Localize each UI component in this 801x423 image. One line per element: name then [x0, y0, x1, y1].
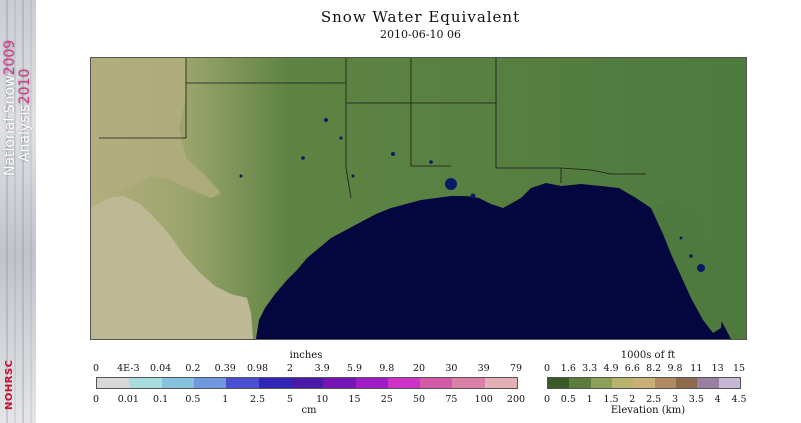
- state-borders: [99, 58, 646, 199]
- elev-tick-label: 9.8: [667, 363, 683, 374]
- swe-swatch: [355, 378, 388, 388]
- elev-tick-label: 3.5: [688, 394, 704, 405]
- swe-bottom-unit: cm: [301, 405, 317, 416]
- elev-tick-label: 1.6: [560, 363, 576, 374]
- mexico-area: [91, 196, 253, 339]
- swe-swatch: [161, 378, 194, 388]
- swe-tick-label: 79: [509, 363, 523, 374]
- swe-tick-label: 2: [286, 363, 293, 374]
- swe-tick-label: 10: [316, 394, 329, 405]
- swe-tick-label: 15: [348, 394, 361, 405]
- elev-swatch: [654, 378, 676, 388]
- elev-tick-label: 4.5: [731, 394, 747, 405]
- swe-tick-label: 0.2: [185, 363, 201, 374]
- snow-map: [90, 57, 747, 340]
- elev-tick-label: 3.3: [582, 363, 598, 374]
- map-canvas: [91, 58, 746, 339]
- swe-tick-label: 9.8: [379, 363, 395, 374]
- swe-swatch: [484, 378, 518, 388]
- elev-tick-label: 2.5: [646, 394, 662, 405]
- swe-tick-label: 200: [506, 394, 526, 405]
- elev-tick-label: 1.5: [603, 394, 619, 405]
- swe-swatch: [226, 378, 259, 388]
- swe-top-unit: inches: [289, 350, 323, 361]
- swe-tick-label: 4E-3: [117, 363, 140, 374]
- elev-swatch: [697, 378, 719, 388]
- elev-swatch: [633, 378, 655, 388]
- elev-tick-label: 0: [543, 394, 551, 405]
- swe-tick-label: 0.39: [214, 363, 236, 374]
- elev-swatch: [590, 378, 612, 388]
- swe-tick-label: 50: [413, 394, 426, 405]
- elev-tick-label: 4.9: [603, 363, 619, 374]
- swe-tick-label: 1: [222, 394, 229, 405]
- swe-tick-label: 0.1: [153, 394, 169, 405]
- swe-tick-label: 3.9: [314, 363, 330, 374]
- elev-bottom-unit: Elevation (km): [610, 405, 686, 416]
- swe-tick-label: 0.5: [185, 394, 201, 405]
- elev-tick-label: 0: [543, 363, 551, 374]
- swe-tick-label: 0: [92, 363, 100, 374]
- swe-top-ticks: 0 4E-3 0.04 0.2 0.39 0.98 2 3.9 5.9 9.8 20 30 39 79: [92, 363, 522, 375]
- swe-tick-label: 25: [380, 394, 393, 405]
- swe-swatch: [258, 378, 291, 388]
- map-title: Snow Water Equivalent: [320, 8, 521, 26]
- elev-bottom-ticks: 0 0.5 1 1.5 2 2.5 3 3.5 4 4.5: [543, 394, 747, 406]
- swe-swatch: [420, 378, 453, 388]
- elev-swatch: [611, 378, 634, 388]
- swe-swatch: [129, 378, 162, 388]
- elev-tick-label: 0.5: [560, 394, 576, 405]
- high-plains: [91, 58, 221, 198]
- swe-tick-label: 100: [474, 394, 493, 405]
- swe-tick-label: 5: [286, 394, 293, 405]
- elevation-color-bar: [547, 377, 741, 389]
- elev-tick-label: 15: [732, 363, 746, 374]
- inland-water: [239, 118, 705, 272]
- elev-tick-label: 8.2: [646, 363, 662, 374]
- nohrsc-banner: National Snow2009 Analysis2010 NOHRSC: [0, 0, 36, 423]
- swe-bottom-ticks: 0 0.01 0.1 0.5 1 2.5 5 10 15 25 50 75 100 200: [92, 394, 525, 406]
- elev-top-ticks: 0 1.6 3.3 4.9 6.6 8.2 9.8 11 13 15: [543, 363, 745, 375]
- elev-tick-label: 2: [629, 394, 636, 405]
- swe-tick-label: 0.98: [246, 363, 269, 374]
- swe-tick-label: 39: [477, 363, 490, 374]
- swe-swatch: [323, 378, 356, 388]
- elev-tick-label: 4: [714, 394, 721, 405]
- swe-swatch: [387, 378, 421, 388]
- swe-tick-label: 75: [445, 394, 458, 405]
- elev-top-unit: 1000s of ft: [620, 350, 676, 361]
- swe-tick-label: 2.5: [249, 394, 266, 405]
- banner-title: National Snow2009 Analysis2010: [2, 39, 33, 176]
- elev-swatch: [569, 378, 591, 388]
- elev-tick-label: 11: [690, 363, 703, 374]
- land-area: [91, 58, 746, 339]
- swe-swatch: [290, 378, 324, 388]
- swe-swatch: [97, 378, 130, 388]
- elev-tick-label: 3: [671, 394, 679, 405]
- swe-tick-label: 20: [413, 363, 426, 374]
- swe-tick-label: 0.01: [117, 394, 139, 405]
- swe-color-bar: [96, 377, 518, 389]
- swe-swatch: [452, 378, 485, 388]
- elev-tick-label: 13: [711, 363, 724, 374]
- swe-tick-label: 0: [92, 394, 100, 405]
- elev-swatch: [675, 378, 698, 388]
- elev-tick-label: 1: [586, 394, 593, 405]
- elev-swatch: [718, 378, 740, 388]
- florida: [651, 198, 723, 333]
- map-timestamp: 2010-06-10 06: [380, 28, 461, 41]
- elev-swatch: [548, 378, 570, 388]
- swe-tick-label: 5.9: [346, 363, 363, 374]
- swe-swatch: [193, 378, 227, 388]
- swe-tick-label: 0.04: [150, 363, 172, 374]
- nohrsc-logo: NOHRSC: [4, 359, 15, 411]
- swe-tick-label: 30: [445, 363, 458, 374]
- elev-tick-label: 6.6: [624, 363, 640, 374]
